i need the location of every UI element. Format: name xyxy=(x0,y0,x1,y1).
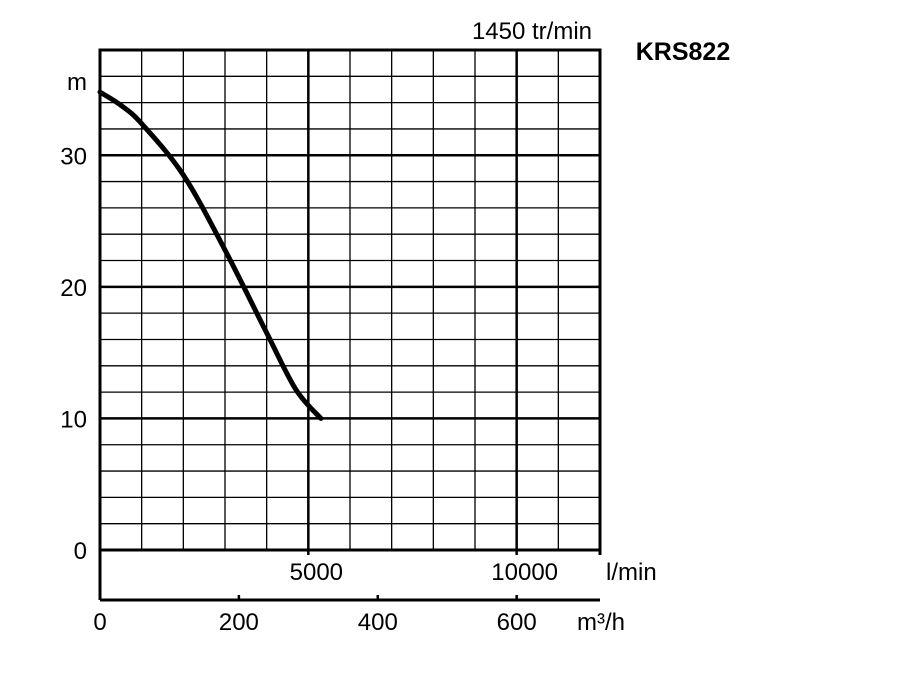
head-flow-curve xyxy=(97,89,324,421)
x-tick-label-m3h: 200 xyxy=(219,609,259,636)
chart-subtitle: 1450 tr/min xyxy=(472,18,592,45)
x-tick-label-lmin: 5000 xyxy=(290,559,343,586)
y-axis-label: m xyxy=(67,69,87,96)
x-tick-label-lmin: 10000 xyxy=(491,559,558,586)
y-tick-label: 10 xyxy=(60,406,87,433)
x-axis-label-lmin: l/min xyxy=(606,559,657,586)
grid-minor-lines xyxy=(100,50,600,550)
x-tick-label-m3h: 600 xyxy=(497,609,537,636)
x-tick-label-m3h: 0 xyxy=(93,609,106,636)
x-axis-label-m3h: m³/h xyxy=(577,609,625,636)
x-tick-label-m3h: 400 xyxy=(358,609,398,636)
axis-labels: KRS822 1450 tr/min m l/min m³/h xyxy=(67,18,730,636)
flow-axis-band xyxy=(98,550,602,602)
grid-major-lines xyxy=(100,50,600,550)
plot-frame xyxy=(98,48,602,552)
y-tick-labels: 0 10 20 30 xyxy=(60,143,87,565)
y-tick-label: 30 xyxy=(60,143,87,170)
y-tick-label: 0 xyxy=(74,538,87,565)
x-tick-labels-lmin: 5000 10000 xyxy=(290,559,558,586)
chart-title: KRS822 xyxy=(636,38,731,66)
y-tick-label: 20 xyxy=(60,275,87,302)
x-tick-labels-m3h: 0 200 400 600 xyxy=(93,609,536,636)
